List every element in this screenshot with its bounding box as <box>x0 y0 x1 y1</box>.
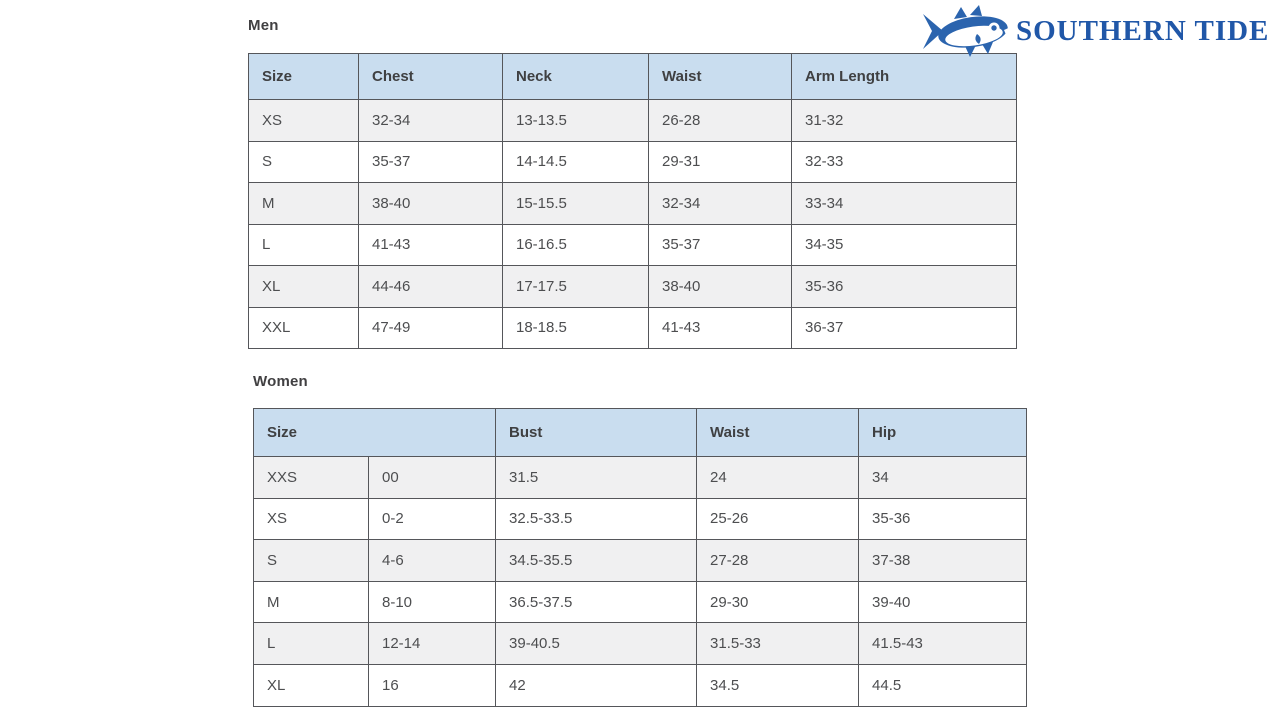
table-cell: 26-28 <box>648 99 792 142</box>
numeric-size-cell: 0-2 <box>367 497 497 541</box>
table-cell: 36-37 <box>791 306 1017 349</box>
table-cell: 24 <box>696 456 860 499</box>
numeric-size-cell: 4-6 <box>367 539 497 582</box>
table-cell: 35-36 <box>858 497 1028 541</box>
table-cell: 34 <box>858 456 1028 499</box>
men-table-header-row: Size Chest Neck Waist Arm Length <box>248 53 1017 100</box>
size-cell: XS <box>248 99 359 142</box>
skipjack-fish-icon <box>923 5 1013 57</box>
column-header-arm-length: Arm Length <box>791 53 1017 100</box>
table-cell: 32-34 <box>358 99 503 142</box>
table-cell: 35-37 <box>358 140 503 183</box>
table-cell: 31.5 <box>495 456 698 499</box>
table-cell: 34-35 <box>791 223 1017 266</box>
table-cell: 31-32 <box>791 99 1017 142</box>
size-cell: XXS <box>253 456 369 499</box>
column-header-neck: Neck <box>502 53 649 100</box>
brand-name: SOUTHERN TIDE <box>1016 15 1270 47</box>
table-row: XS 32-34 13-13.5 26-28 31-32 <box>248 99 1017 142</box>
size-cell: XL <box>253 663 369 707</box>
table-row: XXL 47-49 18-18.5 41-43 36-37 <box>248 306 1017 349</box>
table-cell: 38-40 <box>358 182 503 225</box>
table-row: XL 16 42 34.5 44.5 <box>253 663 1028 707</box>
women-section-heading: Women <box>253 373 308 390</box>
table-cell: 35-37 <box>648 223 792 266</box>
table-cell: 29-31 <box>648 140 792 183</box>
women-table-header-row: Size Bust Waist Hip <box>252 408 1028 457</box>
numeric-size-cell: 8-10 <box>367 580 497 624</box>
table-cell: 15-15.5 <box>502 182 649 225</box>
table-cell: 34.5 <box>696 663 860 707</box>
table-cell: 39-40 <box>858 580 1028 624</box>
column-header-size: Size <box>252 408 497 457</box>
table-cell: 36.5-37.5 <box>495 580 698 624</box>
table-cell: 32-33 <box>791 140 1017 183</box>
table-row: M 38-40 15-15.5 32-34 33-34 <box>248 182 1017 225</box>
table-cell: 42 <box>495 663 698 707</box>
size-cell: S <box>248 140 359 183</box>
table-cell: 41.5-43 <box>858 622 1028 665</box>
size-cell: XXL <box>248 306 359 349</box>
column-header-size: Size <box>248 53 359 100</box>
table-cell: 32-34 <box>648 182 792 225</box>
table-row: XS 0-2 32.5-33.5 25-26 35-36 <box>253 497 1028 541</box>
women-size-table: Size Bust Waist Hip XXS 00 31.5 24 34 XS… <box>252 408 1028 707</box>
table-cell: 37-38 <box>858 539 1028 582</box>
table-cell: 44-46 <box>358 265 503 308</box>
table-cell: 44.5 <box>858 663 1028 707</box>
table-cell: 32.5-33.5 <box>495 497 698 541</box>
table-cell: 25-26 <box>696 497 860 541</box>
table-row: XL 44-46 17-17.5 38-40 35-36 <box>248 265 1017 308</box>
size-cell: L <box>248 223 359 266</box>
brand-logo: SOUTHERN TIDE <box>921 4 1269 58</box>
table-cell: 29-30 <box>696 580 860 624</box>
men-size-table: Size Chest Neck Waist Arm Length XS 32-3… <box>248 53 1017 349</box>
table-cell: 34.5-35.5 <box>495 539 698 582</box>
table-cell: 35-36 <box>791 265 1017 308</box>
table-cell: 39-40.5 <box>495 622 698 665</box>
column-header-waist: Waist <box>648 53 792 100</box>
numeric-size-cell: 12-14 <box>367 622 497 665</box>
table-cell: 27-28 <box>696 539 860 582</box>
table-cell: 31.5-33 <box>696 622 860 665</box>
table-cell: 13-13.5 <box>502 99 649 142</box>
table-cell: 38-40 <box>648 265 792 308</box>
table-cell: 41-43 <box>648 306 792 349</box>
table-row: S 35-37 14-14.5 29-31 32-33 <box>248 140 1017 183</box>
numeric-size-cell: 16 <box>367 663 497 707</box>
table-cell: 14-14.5 <box>502 140 649 183</box>
table-cell: 41-43 <box>358 223 503 266</box>
table-cell: 33-34 <box>791 182 1017 225</box>
table-row: L 12-14 39-40.5 31.5-33 41.5-43 <box>253 622 1028 665</box>
table-cell: 17-17.5 <box>502 265 649 308</box>
table-cell: 18-18.5 <box>502 306 649 349</box>
table-row: M 8-10 36.5-37.5 29-30 39-40 <box>253 580 1028 624</box>
numeric-size-cell: 00 <box>367 456 497 499</box>
column-header-hip: Hip <box>858 408 1028 457</box>
table-row: L 41-43 16-16.5 35-37 34-35 <box>248 223 1017 266</box>
table-cell: 47-49 <box>358 306 503 349</box>
men-section-heading: Men <box>248 17 279 34</box>
size-cell: XS <box>253 497 369 541</box>
column-header-chest: Chest <box>358 53 503 100</box>
size-cell: L <box>253 622 369 665</box>
table-row: XXS 00 31.5 24 34 <box>253 456 1028 499</box>
table-row: S 4-6 34.5-35.5 27-28 37-38 <box>253 539 1028 582</box>
size-cell: M <box>248 182 359 225</box>
size-cell: S <box>253 539 369 582</box>
size-cell: XL <box>248 265 359 308</box>
column-header-bust: Bust <box>495 408 698 457</box>
column-header-waist: Waist <box>696 408 860 457</box>
table-cell: 16-16.5 <box>502 223 649 266</box>
size-cell: M <box>253 580 369 624</box>
